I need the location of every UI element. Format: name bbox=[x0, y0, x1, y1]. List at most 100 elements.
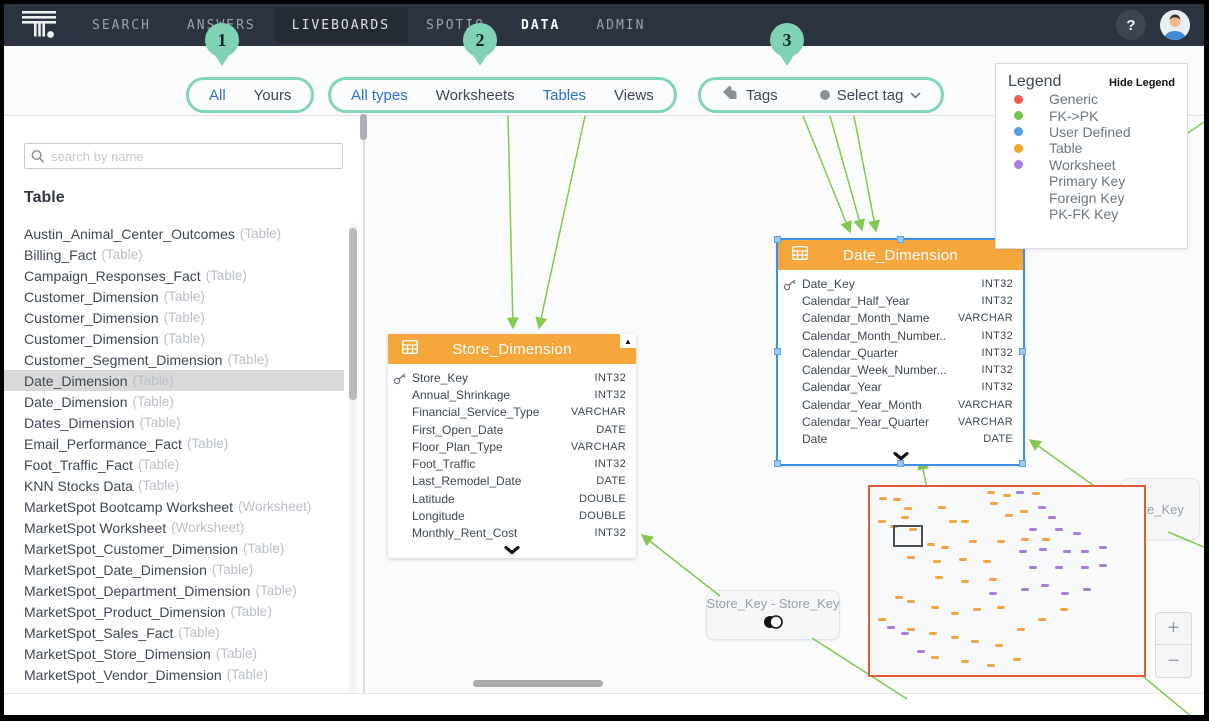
column-row[interactable]: Calendar_Week_Number... INT32 bbox=[802, 363, 1013, 378]
tab-all[interactable]: All bbox=[209, 86, 226, 104]
expand-columns-button[interactable] bbox=[388, 544, 636, 558]
list-item-marketspot-date-dimension[interactable]: MarketSpot_Date_Dimension (Table) bbox=[24, 561, 254, 578]
canvas-horizontal-scrollbar[interactable] bbox=[473, 680, 603, 687]
list-item-customer-dimension[interactable]: Customer_Dimension (Table) bbox=[24, 309, 205, 326]
sidebar-scroll-thumb[interactable] bbox=[349, 228, 357, 400]
sidebar-scrollbar[interactable] bbox=[349, 223, 357, 693]
column-row[interactable]: Date DATE bbox=[802, 432, 1013, 447]
scope-tab-group: All Yours bbox=[186, 77, 315, 113]
table-card-header[interactable]: Store_Dimension ▲ bbox=[388, 334, 636, 364]
legend-item-primary-key: Primary Key bbox=[1049, 173, 1126, 190]
user-avatar[interactable] bbox=[1160, 10, 1190, 40]
splitter-handle[interactable] bbox=[360, 114, 367, 140]
list-item-date-dimension[interactable]: Date_Dimension (Table) bbox=[4, 370, 344, 391]
table-card-header[interactable]: Date_Dimension bbox=[778, 240, 1023, 270]
selection-handle[interactable] bbox=[774, 236, 781, 243]
minimap-node bbox=[887, 626, 895, 629]
collapse-icon[interactable]: ▲ bbox=[620, 334, 636, 348]
minimap-node bbox=[1003, 494, 1011, 497]
nav-item-search[interactable]: SEARCH bbox=[92, 17, 151, 33]
list-item-marketspot-vendor-dimension[interactable]: MarketSpot_Vendor_Dimension (Table) bbox=[24, 666, 268, 683]
list-item-dates-dimension[interactable]: Dates_Dimension (Table) bbox=[24, 414, 181, 431]
column-row[interactable]: Foot_Traffic INT32 bbox=[412, 457, 626, 472]
list-item-marketspot-store-dimension[interactable]: MarketSpot_Store_Dimension (Table) bbox=[24, 645, 258, 662]
minimap-node bbox=[907, 600, 915, 603]
thoughtspot-logo-icon[interactable] bbox=[4, 10, 74, 40]
help-button[interactable]: ? bbox=[1116, 10, 1146, 40]
minimap-node bbox=[878, 618, 886, 621]
selection-handle[interactable] bbox=[1019, 347, 1026, 355]
list-item-marketspot-department-dimension[interactable]: MarketSpot_Department_Dimension (Table) bbox=[24, 582, 297, 599]
selection-handle[interactable] bbox=[774, 459, 781, 467]
minimap-node bbox=[1042, 538, 1050, 541]
list-item-customer-dimension[interactable]: Customer_Dimension (Table) bbox=[24, 288, 205, 305]
minimap[interactable] bbox=[868, 485, 1146, 677]
column-row[interactable]: Calendar_Quarter INT32 bbox=[802, 345, 1013, 360]
minimap-viewport[interactable] bbox=[893, 525, 923, 547]
column-row[interactable]: Floor_Plan_Type VARCHAR bbox=[412, 439, 626, 454]
list-item-austin-animal-center-outcomes[interactable]: Austin_Animal_Center_Outcomes (Table) bbox=[24, 225, 282, 242]
selection-handle[interactable] bbox=[896, 459, 904, 467]
minimap-node bbox=[907, 556, 915, 559]
list-item-marketspot-bootcamp-worksheet[interactable]: MarketSpot Bootcamp Worksheet (Worksheet) bbox=[24, 498, 312, 515]
list-item-marketspot-sales-fact[interactable]: MarketSpot_Sales_Fact (Table) bbox=[24, 624, 220, 641]
nav-item-liveboards[interactable]: LIVEBOARDS bbox=[273, 7, 409, 43]
expand-columns-button[interactable] bbox=[778, 450, 1023, 464]
list-item-date-dimension[interactable]: Date_Dimension (Table) bbox=[24, 393, 174, 410]
minimap-node bbox=[997, 606, 1005, 609]
list-item-knn-stocks-data[interactable]: KNN Stocks Data (Table) bbox=[24, 477, 180, 494]
table-card-date-dimension[interactable]: Date_Dimension Date_Key INT32 Calendar_Half… bbox=[774, 236, 1026, 467]
legend-item-user-defined: User Defined bbox=[1008, 124, 1175, 140]
tab-views[interactable]: Views bbox=[613, 86, 654, 104]
minimap-node bbox=[1038, 506, 1046, 509]
column-row[interactable]: Monthly_Rent_Cost INT32 bbox=[412, 526, 626, 541]
minimap-node bbox=[941, 546, 949, 549]
column-row[interactable]: Financial_Service_Type VARCHAR bbox=[412, 405, 626, 420]
column-row[interactable]: Store_Key INT32 bbox=[388, 369, 636, 386]
tab-worksheets[interactable]: Worksheets bbox=[435, 86, 515, 104]
list-item-email-performance-fact[interactable]: Email_Performance_Fact (Table) bbox=[24, 435, 229, 452]
column-row[interactable]: Latitude DOUBLE bbox=[412, 491, 626, 506]
tab-yours[interactable]: Yours bbox=[253, 86, 292, 104]
nav-item-data[interactable]: DATA bbox=[521, 17, 561, 33]
column-row[interactable]: Calendar_Half_Year INT32 bbox=[802, 293, 1013, 308]
selection-handle[interactable] bbox=[896, 236, 904, 243]
list-item-campaign-responses-fact[interactable]: Campaign_Responses_Fact (Table) bbox=[24, 267, 247, 284]
selection-handle[interactable] bbox=[1019, 459, 1026, 467]
list-item-foot-traffic-fact[interactable]: Foot_Traffic_Fact (Table) bbox=[24, 456, 180, 473]
select-tag-dropdown[interactable]: Select tag bbox=[819, 87, 922, 104]
column-row[interactable]: First_Open_Date DATE bbox=[412, 422, 626, 437]
column-row[interactable]: Longitude DOUBLE bbox=[412, 509, 626, 524]
column-row[interactable]: Calendar_Month_Name VARCHAR bbox=[802, 311, 1013, 326]
list-item-customer-segment-dimension[interactable]: Customer_Segment_Dimension (Table) bbox=[24, 351, 269, 368]
minimap-node bbox=[961, 520, 969, 523]
nav-item-admin[interactable]: ADMIN bbox=[596, 17, 646, 33]
list-item-marketspot-worksheet[interactable]: MarketSpot Worksheet (Worksheet) bbox=[24, 519, 245, 536]
list-item-marketspot-customer-dimension[interactable]: MarketSpot_Customer_Dimension (Table) bbox=[24, 540, 285, 557]
column-row[interactable]: Calendar_Year INT32 bbox=[802, 380, 1013, 395]
join-chip-store-key-store-key[interactable]: Store_Key - Store_Key bbox=[706, 590, 840, 640]
column-row[interactable]: Calendar_Year_Month VARCHAR bbox=[802, 397, 1013, 412]
minimap-node bbox=[895, 596, 903, 599]
zoom-in-button[interactable]: + bbox=[1155, 612, 1192, 645]
minimap-node bbox=[961, 660, 969, 663]
minimap-node bbox=[1063, 550, 1071, 553]
column-row[interactable]: Last_Remodel_Date DATE bbox=[412, 474, 626, 489]
tab-all-types[interactable]: All types bbox=[351, 86, 408, 104]
column-row[interactable]: Calendar_Year_Quarter VARCHAR bbox=[802, 415, 1013, 430]
column-row[interactable]: Date_Key INT32 bbox=[778, 275, 1023, 292]
nav-menu: SEARCHANSWERSLIVEBOARDSSPOTIQDATAADMIN bbox=[74, 7, 663, 43]
column-row[interactable]: Annual_Shrinkage INT32 bbox=[412, 387, 626, 402]
list-item-customer-dimension[interactable]: Customer_Dimension (Table) bbox=[24, 330, 205, 347]
tab-tables[interactable]: Tables bbox=[542, 86, 586, 104]
hide-legend-button[interactable]: Hide Legend bbox=[1108, 77, 1175, 89]
selection-handle[interactable] bbox=[774, 347, 781, 355]
list-item-marketspot-product-dimension[interactable]: MarketSpot_Product_Dimension (Table) bbox=[24, 603, 272, 620]
column-row[interactable]: Calendar_Month_Number.. INT32 bbox=[802, 328, 1013, 343]
minimap-node bbox=[989, 578, 997, 581]
table-card-store-dimension[interactable]: Store_Dimension ▲ Store_Key INT32 Annual_Shr… bbox=[388, 334, 636, 558]
search-input[interactable] bbox=[51, 148, 336, 164]
list-item-billing-fact[interactable]: Billing_Fact (Table) bbox=[24, 246, 143, 263]
minimap-node bbox=[989, 592, 997, 595]
zoom-out-button[interactable]: − bbox=[1155, 645, 1192, 678]
